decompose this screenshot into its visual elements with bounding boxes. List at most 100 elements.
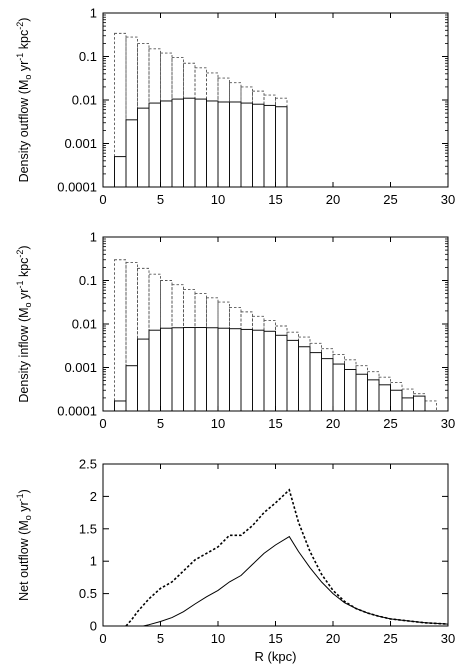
bar-solid-27	[413, 395, 426, 412]
bar-solid-1	[114, 156, 127, 188]
bar-solid-12	[240, 102, 253, 188]
y-tick-label: 0.1	[79, 49, 97, 64]
bar-dashed-5	[160, 280, 173, 412]
x-tick-label: 30	[441, 192, 455, 207]
bar-solid-11	[229, 328, 242, 412]
x-axis-label: R (kpc)	[255, 649, 297, 664]
bar-solid-5	[160, 327, 173, 412]
bar-solid-23	[367, 379, 380, 412]
bar-solid-10	[217, 101, 230, 188]
x-tick-label: 10	[211, 192, 225, 207]
bar-dashed-11	[229, 307, 242, 412]
y-tick-label: 0.5	[79, 586, 97, 601]
bar-solid-10	[217, 327, 230, 412]
bar-dashed-23	[367, 371, 380, 412]
x-tick-label: 0	[99, 416, 106, 431]
y-tick-label: 0.001	[64, 136, 97, 151]
bar-dashed-9	[206, 72, 219, 188]
bar-solid-17	[298, 346, 311, 412]
bar-dashed-5	[160, 52, 173, 188]
y-label-text: kpc	[17, 30, 31, 53]
bar-solid-13	[252, 329, 265, 412]
bar-dashed-2	[125, 261, 138, 412]
bar-solid-7	[183, 327, 196, 412]
y-label-text: Density inflow (M	[17, 307, 31, 402]
x-tick-label: 30	[441, 416, 455, 431]
y-tick-label: 0.001	[64, 360, 97, 375]
y-tick-label: 0.01	[72, 317, 97, 332]
bar-dashed-8	[194, 293, 207, 412]
bar-solid-14	[263, 104, 276, 188]
bar-dashed-16	[286, 331, 299, 412]
bar-solid-15	[275, 334, 288, 412]
bar-solid-5	[160, 100, 173, 188]
y-label-sup: -1	[15, 493, 25, 501]
bar-solid-2	[125, 119, 138, 188]
y-tick-label: 2	[90, 489, 97, 504]
x-tick-label: 25	[383, 631, 397, 646]
line-dashed	[125, 488, 449, 627]
panel-1: 0 5 10 15 20 25 30 0.0001 0.001 0.01 0.1 1 Density o…	[15, 6, 455, 208]
bar-dashed-19	[321, 348, 334, 412]
bar-solid-3	[137, 107, 150, 188]
y-tick-label: 0.01	[72, 93, 97, 108]
y-tick-label: 1	[90, 6, 97, 21]
x-tick-label: 30	[441, 631, 455, 646]
x-tick-label: 0	[99, 631, 106, 646]
x-tick-label: 0	[99, 192, 106, 207]
bar-solid-19	[321, 358, 334, 412]
y-label-sup: -2	[15, 22, 25, 30]
bar-dashed-13	[252, 90, 265, 188]
bar-solid-4	[148, 329, 161, 412]
bar-solid-16	[286, 339, 299, 412]
x-tick-label: 15	[268, 416, 282, 431]
bar-dashed-18	[309, 342, 322, 412]
bar-dashed-3	[137, 42, 150, 188]
panel-3: 0 5 10 15 20 25 30 0 0.5 1 1.5 2 2.5 Net outflow (Mo …	[15, 457, 455, 665]
bar-dashed-6	[171, 57, 184, 188]
bar-solid-21	[344, 368, 357, 412]
y-label-sup: -1	[15, 281, 25, 289]
panel-2: 0 5 10 15 20 25 30 0.0001 0.001 0.01 0.1 1 Density i…	[15, 230, 455, 432]
bar-dashed-26	[401, 388, 414, 412]
bar-solid-20	[332, 363, 345, 412]
bar-dashed-12	[240, 311, 253, 412]
bar-solid-3	[137, 338, 150, 412]
bar-solid-18	[309, 352, 322, 412]
y-tick-label: 0	[90, 619, 97, 634]
x-tick-label: 5	[157, 631, 164, 646]
y-label-text: yr	[17, 501, 31, 515]
x-tick-label: 25	[383, 416, 397, 431]
bar-dashed-21	[344, 359, 357, 412]
y-tick-label: 1.5	[79, 521, 97, 536]
y-tick-label: 1	[90, 230, 97, 245]
line-solid	[143, 535, 449, 627]
bar-dashed-7	[183, 62, 196, 188]
bar-solid-9	[206, 327, 219, 412]
y-label-sub: o	[23, 302, 33, 307]
bar-dashed-14	[263, 320, 276, 412]
bar-solid-1	[114, 400, 127, 412]
bar-solid-15	[275, 106, 288, 188]
bar-dashed-1	[114, 32, 127, 188]
bar-dashed-12	[240, 86, 253, 188]
bar-dashed-20	[332, 353, 345, 412]
bar-dashed-4	[148, 273, 161, 412]
bar-dashed-7	[183, 289, 196, 412]
bar-solid-9	[206, 100, 219, 188]
y-label-text: )	[17, 18, 31, 22]
bar-dashed-15	[275, 325, 288, 412]
y-label-text: )	[17, 489, 31, 493]
y-axis-label: Density inflow (Mo yr-1 kpc-2)	[15, 245, 33, 402]
bar-solid-6	[171, 98, 184, 188]
bar-dashed-14	[263, 94, 276, 188]
bar-solid-8	[194, 98, 207, 188]
y-label-sup: -1	[15, 53, 25, 61]
bar-dashed-17	[298, 336, 311, 412]
bar-solid-12	[240, 328, 253, 412]
bar-dashed-10	[217, 301, 230, 412]
bar-dashed-25	[390, 382, 403, 412]
bar-solid-4	[148, 102, 161, 188]
bar-solid-26	[401, 397, 414, 412]
x-tick-label: 10	[211, 631, 225, 646]
